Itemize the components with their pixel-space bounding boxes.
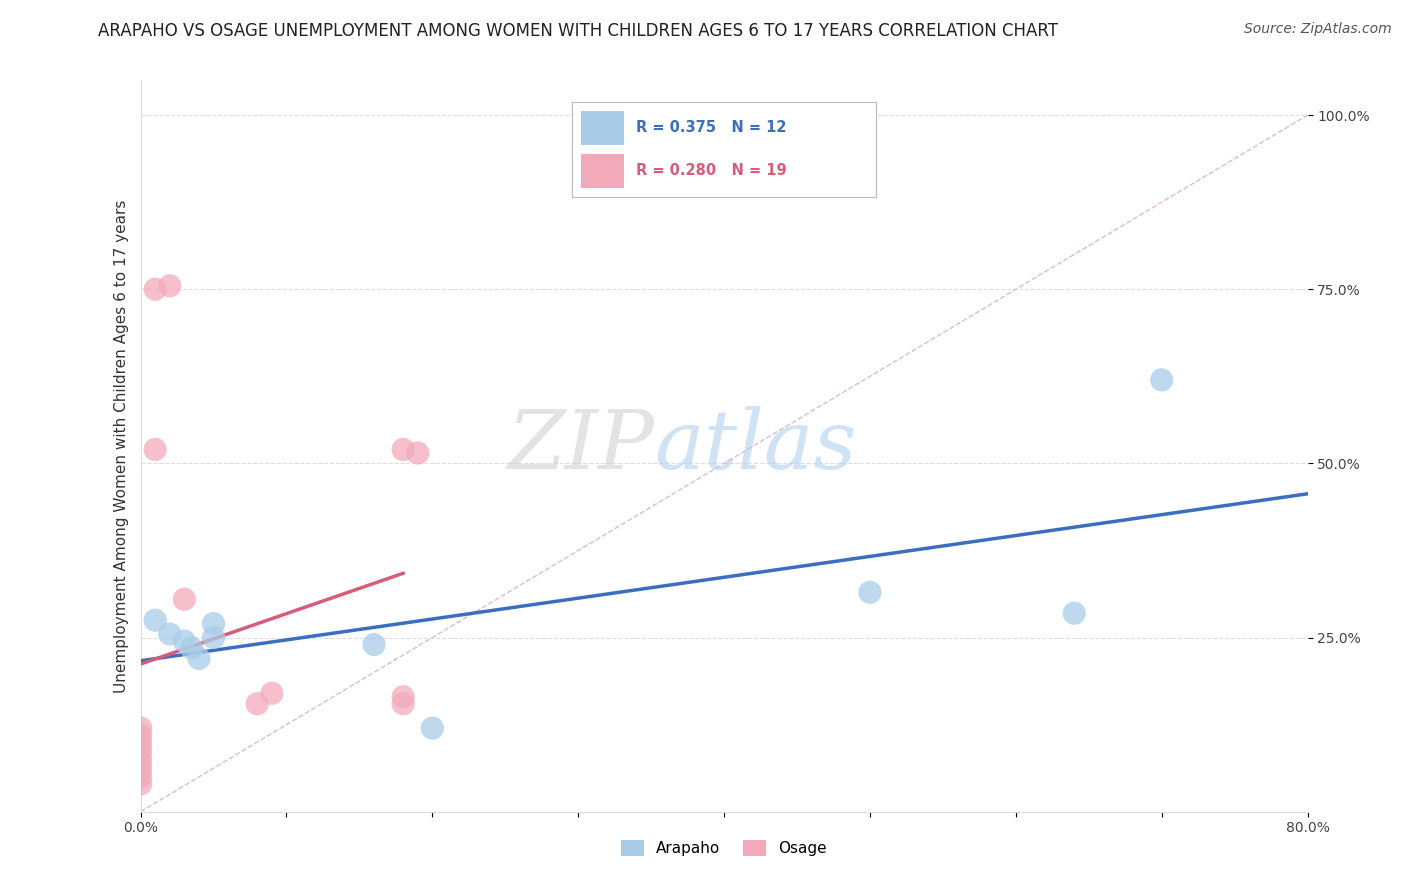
- Point: [1150, 373, 1173, 387]
- Point: [129, 721, 152, 735]
- Point: [260, 686, 283, 700]
- Point: [143, 613, 166, 627]
- Point: [246, 697, 269, 711]
- Point: [180, 640, 202, 655]
- Point: [129, 763, 152, 777]
- Text: ARAPAHO VS OSAGE UNEMPLOYMENT AMONG WOMEN WITH CHILDREN AGES 6 TO 17 YEARS CORRE: ARAPAHO VS OSAGE UNEMPLOYMENT AMONG WOME…: [98, 22, 1059, 40]
- Point: [188, 651, 211, 665]
- Point: [143, 442, 166, 457]
- Point: [202, 631, 225, 645]
- Point: [129, 777, 152, 791]
- Point: [129, 742, 152, 756]
- Y-axis label: Unemployment Among Women with Children Ages 6 to 17 years: Unemployment Among Women with Children A…: [114, 199, 129, 693]
- Point: [392, 690, 415, 704]
- Point: [129, 756, 152, 770]
- Point: [1063, 606, 1085, 620]
- Point: [202, 616, 225, 631]
- Point: [129, 728, 152, 742]
- Point: [159, 627, 181, 641]
- Point: [363, 638, 385, 652]
- Point: [159, 278, 181, 293]
- Text: atlas: atlas: [654, 406, 856, 486]
- Point: [129, 749, 152, 764]
- Legend: Arapaho, Osage: Arapaho, Osage: [614, 834, 834, 863]
- Point: [173, 592, 195, 607]
- Text: Source: ZipAtlas.com: Source: ZipAtlas.com: [1244, 22, 1392, 37]
- Text: ZIP: ZIP: [508, 406, 654, 486]
- Point: [422, 721, 444, 735]
- Point: [143, 282, 166, 296]
- Point: [859, 585, 882, 599]
- Point: [392, 697, 415, 711]
- Point: [129, 735, 152, 749]
- Point: [392, 442, 415, 457]
- Point: [406, 446, 429, 460]
- Point: [173, 634, 195, 648]
- Point: [129, 770, 152, 784]
